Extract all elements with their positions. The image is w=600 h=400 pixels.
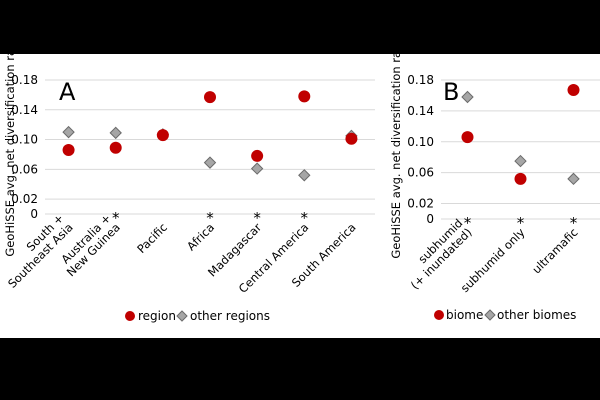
- significance-star: *: [464, 214, 472, 232]
- legend-label: biome: [446, 308, 483, 322]
- chart-panel-b: 00.02 0.06 0.10 0.14 0.18 B GeoHiSSE avg. net …: [389, 54, 600, 322]
- legend: biome other biomes: [434, 308, 576, 322]
- legend-marker-diamond: [176, 310, 188, 322]
- chart-panel-a: 00.02 0.06 0.10 0.14 0.18 A GeoHiSSE avg. net …: [3, 54, 375, 323]
- y-tick-label: 0: [30, 207, 38, 221]
- legend-marker-circle: [434, 310, 444, 320]
- legend: region other regions: [125, 309, 270, 323]
- y-tick-label: 0.06: [11, 162, 38, 176]
- data-point-region: [156, 129, 169, 142]
- data-point-biome: [461, 131, 474, 144]
- data-point-region: [298, 90, 311, 103]
- significance-star: *: [253, 209, 261, 227]
- y-tick-label: 0.10: [407, 135, 434, 149]
- data-point-region: [62, 143, 75, 156]
- category-label: ultramafic: [529, 225, 580, 276]
- category-label-line: ultramafic: [529, 225, 580, 276]
- data-point-biome: [567, 84, 580, 97]
- data-point-other-regions: [203, 156, 217, 169]
- y-tick-label: 0.18: [11, 73, 38, 87]
- significance-star: *: [570, 214, 578, 232]
- data-point-other-biomes: [461, 90, 474, 104]
- significance-star: *: [517, 214, 525, 232]
- data-point-other-regions: [298, 169, 311, 182]
- y-tick-label: 0.02: [11, 192, 38, 206]
- data-point-other-regions: [109, 126, 122, 140]
- data-point-biome: [514, 172, 527, 185]
- y-tick-label: 0: [426, 212, 434, 226]
- legend-marker-diamond: [484, 309, 496, 321]
- legend-marker-circle: [125, 311, 135, 321]
- category-label: Africa: [184, 220, 217, 253]
- y-tick-label: 0.14: [11, 103, 38, 117]
- legend-label: region: [138, 309, 176, 323]
- significance-star: *: [301, 209, 309, 227]
- category-label-line: Africa: [184, 220, 217, 253]
- panel-label: B: [443, 78, 459, 106]
- y-tick-label: 0.18: [407, 73, 434, 87]
- data-point-region: [251, 149, 264, 162]
- figure: 0 0.02 0.06 0.10 0.14 0.18 A GeoHiSSE avg. net …: [0, 54, 600, 338]
- legend-label: other regions: [190, 309, 270, 323]
- data-point-other-biomes: [514, 154, 527, 168]
- category-label: Pacific: [134, 220, 170, 256]
- panel-label: A: [59, 78, 76, 106]
- y-tick-label: 0.10: [11, 133, 38, 147]
- data-point-other-biomes: [567, 172, 580, 186]
- data-point-region: [345, 132, 358, 145]
- data-point-region: [109, 141, 122, 154]
- significance-star: *: [112, 209, 120, 227]
- y-tick-label: 0.02: [407, 197, 434, 211]
- y-axis-label: GeoHiSSE avg. net diversification rate: [3, 54, 17, 257]
- category-label-line: Pacific: [134, 220, 170, 256]
- y-tick-label: 0.14: [407, 104, 434, 118]
- y-tick-label: 0.06: [407, 166, 434, 180]
- data-point-other-regions: [62, 125, 75, 139]
- significance-star: *: [206, 209, 214, 227]
- legend-label: other biomes: [497, 308, 576, 322]
- data-point-region: [204, 91, 216, 104]
- data-point-other-regions: [250, 162, 264, 175]
- y-axis-label: GeoHiSSE avg. net diversification rate: [389, 54, 403, 259]
